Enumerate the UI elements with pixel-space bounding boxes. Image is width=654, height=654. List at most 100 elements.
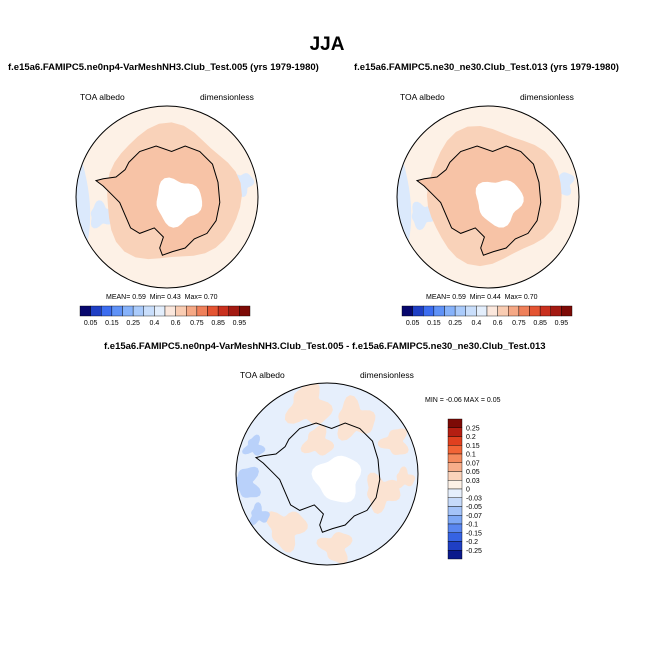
colorbar-swatch — [447, 515, 463, 525]
antarctica-coastline — [94, 145, 221, 256]
panel-1-max: 0.70 — [203, 294, 218, 301]
colorbar-swatch — [447, 462, 463, 472]
colorbar-swatch — [132, 305, 144, 317]
panel-2-mean: 0.59 — [452, 294, 466, 301]
colorbar-tick-label: 0.15 — [427, 320, 441, 327]
colorbar-tick-label: -0.1 — [466, 522, 478, 529]
positive-difference-patch — [316, 532, 353, 564]
panel-3-title: f.e15a6.FAMIPC5.ne0np4-VarMeshNH3.Club_T… — [104, 341, 546, 352]
colorbar-tick-label: 0.15 — [105, 320, 119, 327]
negative-difference-patch — [236, 466, 261, 498]
panel-2-min: 0.44 — [487, 294, 501, 301]
colorbar-tick-label: 0.6 — [493, 320, 503, 327]
colorbar-swatch — [217, 305, 229, 317]
colorbar-tick-label: 0.95 — [555, 320, 569, 327]
colorbar-swatch — [447, 418, 463, 428]
positive-difference-patch — [284, 383, 333, 425]
panel-3-units-label: dimensionless — [360, 370, 414, 380]
colorbar-swatch — [476, 305, 488, 317]
panel-3-field-label: TOA albedo — [240, 370, 285, 380]
colorbar-swatch — [447, 488, 463, 498]
map-boundary — [75, 105, 259, 289]
colorbar-1: 0.05 0.15 0.25 0.4 0.6 0.75 0.85 0.95 — [79, 305, 251, 327]
colorbar-swatch — [465, 305, 477, 317]
colorbar-swatch — [550, 305, 562, 317]
colorbar-swatch — [207, 305, 219, 317]
colorbar-tick-label: 0.25 — [126, 320, 140, 327]
colorbar-tick-label: 0.6 — [171, 320, 181, 327]
colorbar-swatch — [486, 305, 498, 317]
colorbar-swatch — [433, 305, 445, 317]
panel-2-title: f.e15a6.FAMIPC5.ne30_ne30.Club_Test.013 … — [354, 62, 619, 73]
panel-1-mean-label: MEAN= — [106, 294, 131, 301]
panel-3-min-label: MIN = — [425, 397, 444, 404]
map-boundary — [396, 105, 580, 289]
map-panel-1 — [75, 105, 259, 289]
positive-difference-patch — [300, 424, 335, 456]
colorbar-tick-label: 0.85 — [533, 320, 547, 327]
colorbar-swatch — [175, 305, 187, 317]
colorbar-swatch — [447, 427, 463, 437]
positive-difference-patch — [395, 466, 416, 489]
panel-3-min: -0.06 — [445, 397, 462, 404]
colorbar-tick-label: 0.03 — [466, 478, 480, 485]
polar-night-missing — [156, 177, 203, 228]
panel-1-title: f.e15a6.FAMIPC5.ne0np4-VarMeshNH3.Club_T… — [8, 62, 319, 73]
colorbar-tick-label: 0.25 — [448, 320, 462, 327]
map-field-3 — [236, 383, 418, 565]
colorbar-tick-label: 0.1 — [466, 452, 476, 459]
colorbar-swatch — [196, 305, 208, 317]
colorbar-tick-label: -0.05 — [466, 504, 482, 511]
colorbar-tick-label: 0.4 — [150, 320, 160, 327]
panel-2-field-label: TOA albedo — [400, 92, 445, 102]
colorbar-swatch — [508, 305, 520, 317]
positive-difference-patch — [264, 511, 308, 553]
colorbar-swatch — [447, 497, 463, 507]
low-albedo-patch — [90, 200, 115, 229]
colorbar-swatch — [401, 305, 413, 317]
colorbar-swatch — [143, 305, 155, 317]
panel-1-min-label: Min= — [149, 294, 166, 301]
colorbar-swatch — [447, 453, 463, 463]
colorbar-swatch — [101, 305, 113, 317]
panel-1-mean: 0.59 — [132, 294, 146, 301]
colorbar-swatch — [561, 305, 573, 317]
colorbar-tick-label: 0.25 — [466, 425, 480, 432]
colorbar-swatch — [454, 305, 466, 317]
map-field-1 — [76, 106, 258, 288]
colorbar-tick-label: 0.05 — [84, 320, 98, 327]
panel-1-max-label: Max= — [184, 294, 202, 301]
colorbar-swatch — [164, 305, 176, 317]
colorbar-swatch — [412, 305, 424, 317]
colorbar-tick-label: -0.2 — [466, 539, 478, 546]
colorbar-tick-label: 0.4 — [472, 320, 482, 327]
colorbar-swatch — [447, 532, 463, 542]
colorbar-swatch — [111, 305, 123, 317]
colorbar-swatch — [447, 480, 463, 490]
polar-night-missing — [311, 455, 362, 503]
colorbar-swatch — [90, 305, 102, 317]
colorbar-tick-label: 0.15 — [466, 443, 480, 450]
colorbar-tick-label: 0.95 — [233, 320, 247, 327]
colorbar-swatch — [529, 305, 541, 317]
panel-3-stats: MIN = -0.06 MAX = 0.05 — [425, 397, 501, 404]
colorbar-tick-label: 0.75 — [190, 320, 204, 327]
positive-difference-patch — [337, 395, 376, 441]
figure-title: JJA — [309, 34, 345, 55]
colorbar-tick-label: -0.15 — [466, 530, 482, 537]
map-field-2 — [397, 106, 579, 288]
colorbar-2: 0.05 0.15 0.25 0.4 0.6 0.75 0.85 0.95 — [401, 305, 573, 327]
colorbar-swatch — [447, 523, 463, 533]
antarctica-coastline — [254, 422, 381, 533]
negative-difference-patch — [249, 502, 270, 526]
map-panel-3 — [235, 382, 419, 566]
colorbar-tick-label: -0.07 — [466, 513, 482, 520]
colorbar-tick-label: 0 — [466, 487, 470, 494]
panel-2-max-label: Max= — [504, 294, 522, 301]
positive-difference-patch — [377, 428, 409, 455]
colorbar-tick-label: 0.75 — [512, 320, 526, 327]
colorbar-swatch — [186, 305, 198, 317]
colorbar-tick-label: 0.2 — [466, 434, 476, 441]
colorbar-swatch — [518, 305, 530, 317]
